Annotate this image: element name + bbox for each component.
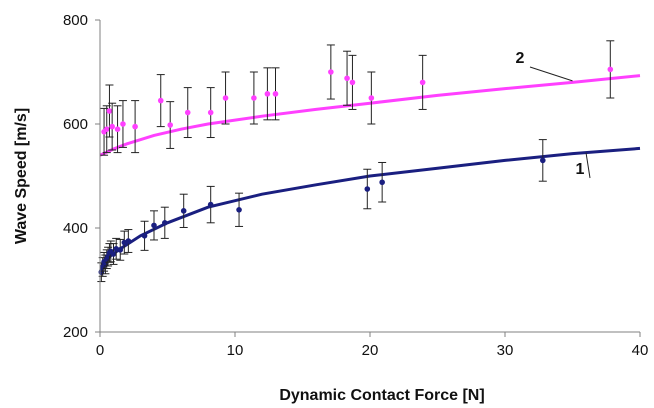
data-point xyxy=(151,222,157,229)
data-point xyxy=(110,251,117,257)
curve-label-leader xyxy=(585,152,591,179)
data-point xyxy=(207,201,214,208)
series-1 xyxy=(97,139,641,283)
axes xyxy=(95,19,641,337)
data-point xyxy=(328,69,334,75)
y-tick-label: 400 xyxy=(63,220,88,237)
data-point xyxy=(141,233,148,239)
x-tick-label: 0 xyxy=(96,342,104,359)
data-point xyxy=(162,220,168,226)
data-point xyxy=(106,108,113,114)
x-tick-label: 40 xyxy=(632,342,649,359)
curve-label-1: 1 xyxy=(576,161,585,178)
plot-area: 21 xyxy=(97,40,641,283)
data-point xyxy=(251,95,257,101)
y-tick-label: 800 xyxy=(63,12,88,29)
data-point xyxy=(157,97,164,104)
data-point xyxy=(540,157,546,164)
data-point xyxy=(368,95,375,101)
curve-label-2: 2 xyxy=(516,50,525,67)
data-point xyxy=(132,123,138,130)
data-point xyxy=(607,66,614,73)
tick-labels: 200 400 600 800 0 10 20 30 40 xyxy=(63,12,648,359)
x-axis-label: Dynamic Contact Force [N] xyxy=(279,387,484,404)
x-tick-label: 30 xyxy=(497,342,514,359)
data-point xyxy=(103,126,110,132)
data-point xyxy=(419,79,426,86)
data-point xyxy=(236,207,242,213)
data-point xyxy=(264,91,271,97)
data-point xyxy=(272,91,279,97)
y-tick-label: 600 xyxy=(63,116,88,133)
x-tick-label: 20 xyxy=(362,342,379,359)
data-point xyxy=(109,123,115,130)
data-point xyxy=(349,79,356,86)
fit-curve-2 xyxy=(99,74,641,157)
data-point xyxy=(125,238,132,244)
data-point xyxy=(184,109,191,116)
data-point xyxy=(379,179,385,186)
series-2 xyxy=(99,40,641,157)
data-point xyxy=(114,126,121,132)
data-point xyxy=(167,122,173,128)
y-tick-label: 200 xyxy=(63,324,88,341)
data-point xyxy=(222,95,229,101)
curve-label-leader xyxy=(529,66,573,82)
data-point xyxy=(207,109,214,116)
data-point xyxy=(120,121,126,127)
data-point xyxy=(117,247,124,253)
data-point xyxy=(180,208,187,214)
data-point xyxy=(364,186,371,192)
data-point xyxy=(344,75,350,82)
y-axis-label: Wave Speed [m/s] xyxy=(13,108,30,244)
x-tick-label: 10 xyxy=(227,342,244,359)
